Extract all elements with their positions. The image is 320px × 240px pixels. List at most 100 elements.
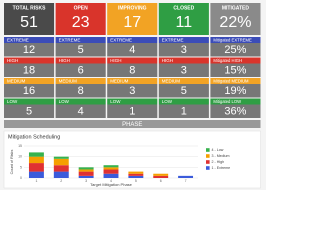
- row-label-strip: [4, 78, 55, 84]
- row-label-strip: [210, 98, 261, 105]
- mitigated-label: Mitigated MEDIUM: [213, 78, 249, 83]
- row-value: 1: [129, 105, 135, 117]
- dashboard: TOTAL RISKS51OPEN23IMPROVING17CLOSED11MI…: [0, 0, 266, 190]
- row-label: LOW: [7, 99, 18, 104]
- mitigated-label: Mitigated LOW: [213, 99, 241, 104]
- row-label: HIGH: [110, 58, 121, 63]
- y-tick-label: 15: [18, 144, 22, 148]
- mitigated-label: Mitigated HIGH: [213, 58, 242, 63]
- row-value: 8: [129, 64, 135, 76]
- bar-segment: [28, 152, 44, 157]
- phase-bar: [4, 120, 261, 128]
- bar-segment: [78, 167, 94, 170]
- row-label: EXTREME: [59, 37, 81, 42]
- value-cell: [55, 63, 106, 77]
- row-value: 16: [23, 85, 35, 97]
- x-axis-label: Target Mitigation Phase: [90, 182, 133, 187]
- phase-label: PHASE: [122, 122, 142, 128]
- bar-segment: [128, 171, 144, 174]
- legend-label: 1 - Extreme: [212, 166, 231, 170]
- chart-title: Mitigation Scheduling: [8, 134, 60, 140]
- legend-label: 3 - Medium: [212, 154, 230, 158]
- bar-segment: [53, 171, 69, 178]
- row-value: 5: [78, 44, 84, 56]
- value-cell: [4, 84, 55, 98]
- row-label-strip: [55, 98, 106, 105]
- legend-swatch: [206, 148, 210, 152]
- bar-segment: [103, 173, 119, 178]
- legend-label: 2 - High: [212, 160, 225, 164]
- row-label: EXTREME: [7, 37, 29, 42]
- value-cell: [210, 43, 261, 57]
- summary-tile: [4, 3, 55, 35]
- summary-value: 23: [72, 14, 90, 31]
- row-value: 18: [23, 64, 35, 76]
- row-label-strip: [107, 37, 158, 43]
- bar-segment: [28, 171, 44, 178]
- y-tick-label: 5: [20, 165, 22, 169]
- row-label-strip: [158, 98, 209, 105]
- row-value: 15%: [224, 64, 246, 76]
- x-tick-label: 2: [60, 179, 62, 183]
- bar-segment: [178, 175, 194, 178]
- summary-label: MITIGATED: [222, 5, 250, 11]
- row-label-strip: [158, 78, 209, 84]
- row-label: MEDIUM: [59, 78, 77, 83]
- row-label-strip: [55, 37, 106, 43]
- row-label-strip: [107, 78, 158, 84]
- bar-segment: [53, 156, 69, 159]
- row-value: 4: [78, 105, 84, 117]
- chart-panel: [3, 130, 261, 189]
- row-value: 8: [78, 85, 84, 97]
- value-cell: [55, 43, 106, 57]
- x-tick-label: 3: [85, 179, 87, 183]
- row-label-strip: [158, 37, 209, 43]
- row-label-strip: [4, 57, 55, 64]
- y-tick-label: 0: [20, 176, 22, 180]
- bar-segment: [28, 163, 44, 172]
- x-tick-label: 6: [160, 179, 162, 183]
- value-cell: [158, 63, 209, 77]
- row-value: 12: [23, 44, 35, 56]
- value-cell: [107, 84, 158, 98]
- x-tick-label: 1: [35, 179, 37, 183]
- bar-segment: [28, 156, 44, 164]
- row-label-strip: [4, 37, 55, 43]
- value-cell: [158, 104, 209, 118]
- value-cell: [210, 104, 261, 118]
- row-label: EXTREME: [110, 37, 132, 42]
- y-axis-label: Count of Risks: [10, 150, 14, 175]
- row-label: EXTREME: [162, 37, 184, 42]
- bar-segment: [78, 171, 94, 176]
- row-label: MEDIUM: [110, 78, 128, 83]
- value-cell: [158, 84, 209, 98]
- value-cell: [210, 84, 261, 98]
- legend-swatch: [206, 154, 210, 158]
- value-cell: [4, 43, 55, 57]
- summary-tile: [158, 3, 209, 35]
- bar-segment: [103, 165, 119, 168]
- value-cell: [4, 104, 55, 118]
- row-label: HIGH: [162, 58, 173, 63]
- row-label-strip: [210, 57, 261, 64]
- bar-segment: [103, 169, 119, 174]
- mitigated-label: Mitigated EXTREME: [213, 37, 252, 42]
- summary-tile: [55, 3, 106, 35]
- x-tick-label: 5: [135, 179, 137, 183]
- value-cell: [210, 63, 261, 77]
- bar-segment: [153, 173, 169, 176]
- row-value: 3: [181, 64, 187, 76]
- value-cell: [107, 43, 158, 57]
- y-tick-label: 10: [18, 155, 22, 159]
- row-value: 3: [181, 44, 187, 56]
- bar-segment: [78, 175, 94, 178]
- value-cell: [158, 43, 209, 57]
- row-label: LOW: [110, 99, 121, 104]
- bar-segment: [128, 175, 144, 178]
- summary-label: TOTAL RISKS: [13, 5, 46, 11]
- summary-label: OPEN: [74, 5, 89, 11]
- legend-label: 4 - Low: [212, 148, 224, 152]
- row-label-strip: [4, 98, 55, 105]
- row-label-strip: [210, 37, 261, 43]
- row-label: MEDIUM: [7, 78, 25, 83]
